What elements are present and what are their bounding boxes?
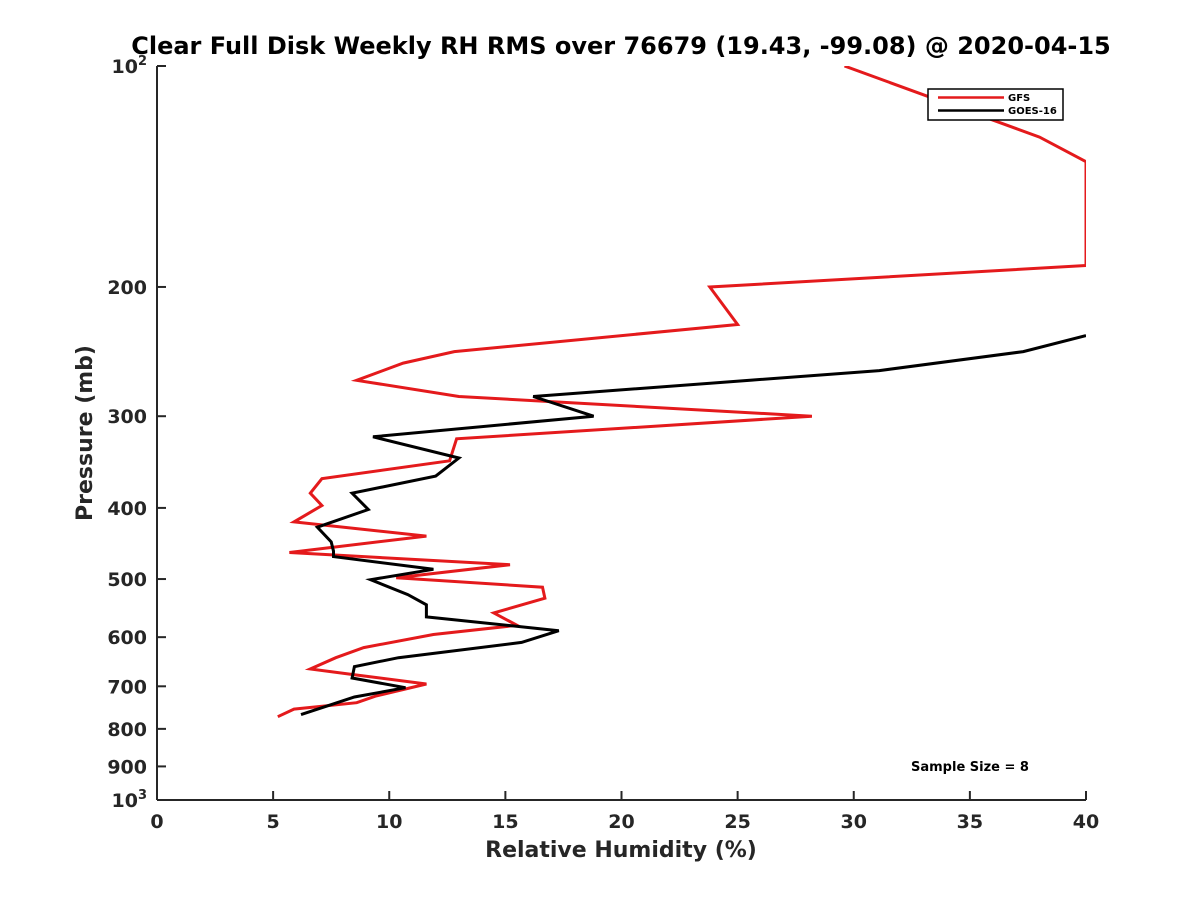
legend-label-gfs: GFS — [1008, 93, 1030, 104]
y-tick-label: 500 — [107, 569, 147, 591]
chart-title: Clear Full Disk Weekly RH RMS over 76679… — [131, 32, 1111, 60]
series-layer — [277, 66, 1086, 719]
legend: GFS GOES-16 — [927, 88, 1064, 121]
y-tick-label: 700 — [107, 676, 147, 698]
y-tick-label: 10 — [112, 790, 138, 812]
x-tick-label: 0 — [150, 811, 163, 833]
y-tick-label: 600 — [107, 627, 147, 649]
y-tick-exponent: 3 — [138, 788, 147, 803]
x-tick-label: 15 — [492, 811, 518, 833]
x-tick-label: 35 — [957, 811, 983, 833]
legend-label-goes16: GOES-16 — [1008, 106, 1057, 117]
y-tick-label: 900 — [107, 756, 147, 778]
x-axis-ticks: 0 5 10 15 20 25 30 35 40 — [150, 791, 1099, 833]
x-tick-label: 25 — [724, 811, 750, 833]
series-line-gfs — [277, 66, 1086, 719]
legend-box — [927, 88, 1064, 121]
y-axis-label: Pressure (mb) — [73, 345, 98, 521]
x-tick-label: 30 — [841, 811, 867, 833]
y-tick-label: 400 — [107, 498, 147, 520]
x-axis-label: Relative Humidity (%) — [485, 838, 757, 863]
x-tick-label: 20 — [608, 811, 634, 833]
y-tick-exponent: 2 — [138, 54, 147, 69]
y-tick-label: 300 — [107, 406, 147, 428]
series-line-goes-16 — [300, 334, 1086, 717]
axes — [156, 66, 1086, 801]
x-tick-label: 40 — [1073, 811, 1099, 833]
y-tick-label: 800 — [107, 719, 147, 741]
x-tick-label: 5 — [267, 811, 280, 833]
x-tick-label: 10 — [376, 811, 402, 833]
y-tick-label: 200 — [107, 277, 147, 299]
y-tick-label: 10 — [112, 56, 138, 78]
sample-size-annotation: Sample Size = 8 — [911, 760, 1029, 775]
